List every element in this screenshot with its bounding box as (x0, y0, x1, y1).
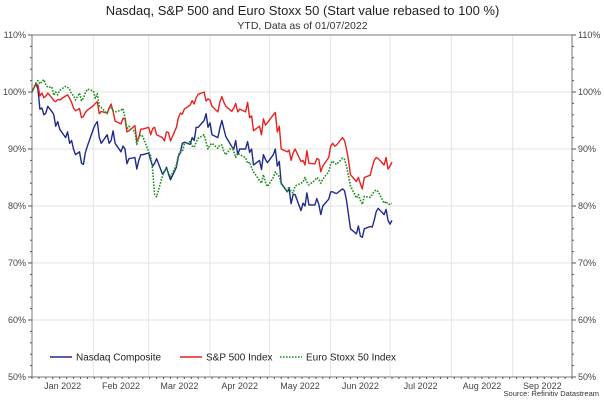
x-tick-label: Mar 2022 (160, 381, 198, 391)
series-line-nasdaq-composite (31, 82, 393, 238)
y-tick-label-left: 100% (3, 87, 26, 97)
y-tick-label-left: 60% (8, 315, 26, 325)
x-tick-label: Aug 2022 (463, 381, 502, 391)
x-tick-label: Jun 2022 (342, 381, 379, 391)
y-tick-label-left: 70% (8, 258, 26, 268)
x-tick-label: May 2022 (280, 381, 320, 391)
x-tick-label: Jul 2022 (404, 381, 438, 391)
x-tick-label: Sep 2022 (523, 381, 562, 391)
chart-title: Nasdaq, S&P 500 and Euro Stoxx 50 (Start… (105, 3, 500, 18)
y-tick-label-left: 80% (8, 201, 26, 211)
series-line-euro-stoxx-50-index (31, 78, 393, 206)
y-tick-label-right: 110% (578, 30, 600, 40)
y-tick-label-left: 110% (4, 30, 26, 40)
y-tick-label-right: 50% (578, 372, 596, 382)
y-tick-label-right: 100% (578, 87, 601, 97)
y-tick-label-left: 50% (8, 372, 26, 382)
y-tick-label-left: 90% (8, 144, 26, 154)
y-tick-label-right: 60% (578, 315, 596, 325)
legend-label: Nasdaq Composite (76, 353, 161, 364)
legend-label: Euro Stoxx 50 Index (306, 353, 396, 364)
x-tick-label: Feb 2022 (102, 381, 140, 391)
x-tick-label: Apr 2022 (221, 381, 258, 391)
source-note: Source: Refinitiv Datastream (503, 389, 599, 398)
y-tick-label-right: 90% (578, 144, 596, 154)
series-line-s-p-500-index (31, 82, 393, 190)
legend-label: S&P 500 Index (206, 353, 273, 364)
chart-subtitle: YTD, Data as of 01/07/2022 (237, 20, 368, 32)
y-tick-label-right: 70% (578, 258, 596, 268)
x-tick-label: Jan 2022 (44, 381, 81, 391)
y-tick-label-right: 80% (578, 201, 596, 211)
